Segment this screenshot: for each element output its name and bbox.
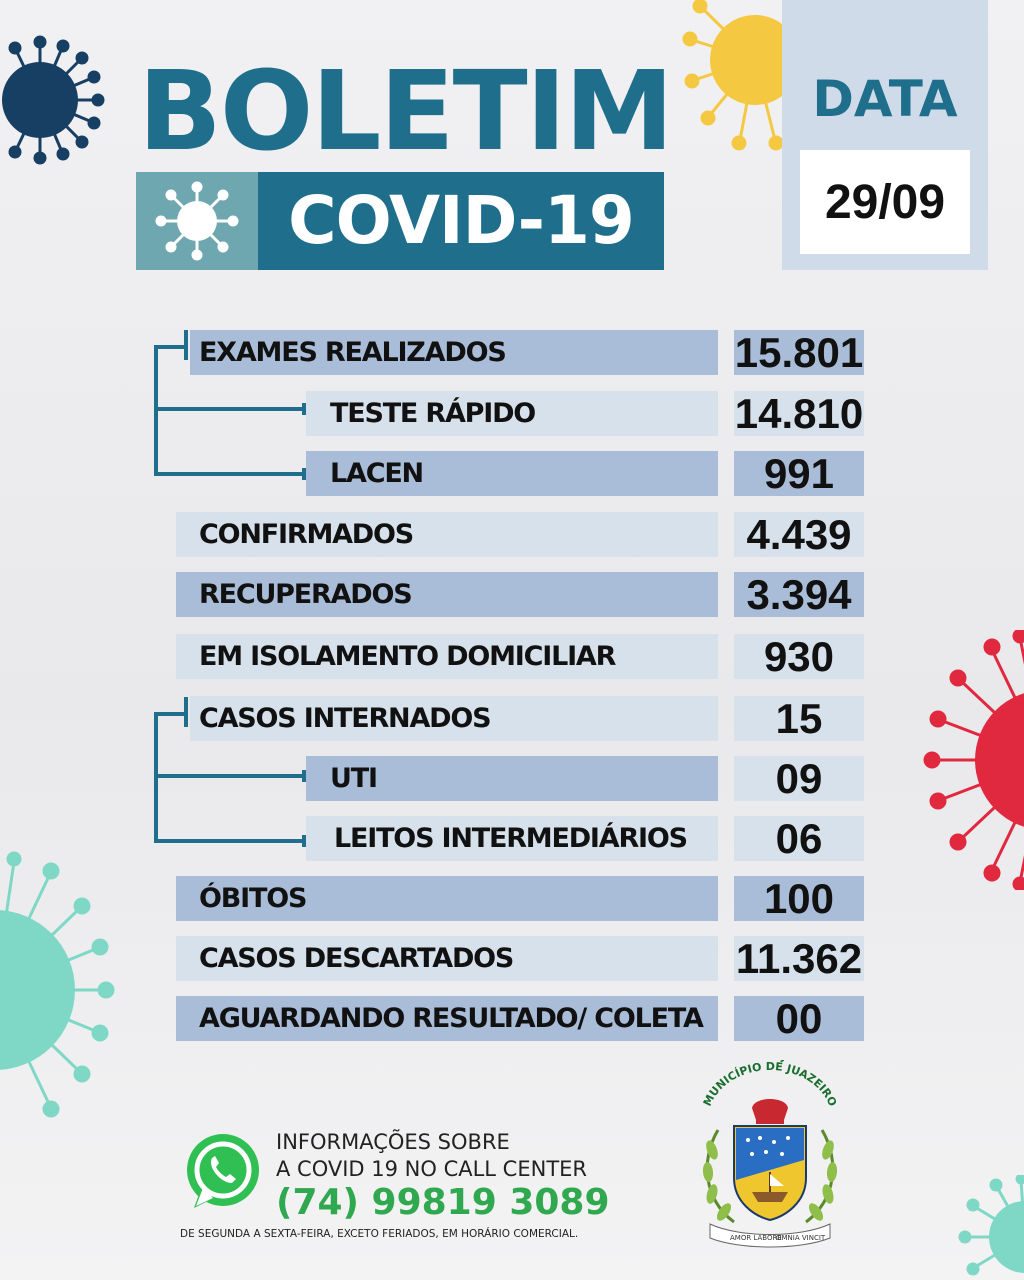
- call-center-phone[interactable]: (74) 99819 3089: [276, 1182, 610, 1223]
- row-label-text: CASOS INTERNADOS: [199, 703, 492, 734]
- service-hours: DE SEGUNDA A SEXTA-FEIRA, EXCETO FERIADO…: [180, 1228, 579, 1240]
- info-line-1: INFORMAÇÕES SOBRE: [276, 1130, 510, 1154]
- row-value-isolamento: 930: [734, 632, 864, 680]
- row-label-text: ÓBITOS: [199, 883, 307, 914]
- row-label-teste-rapido: TESTE RÁPIDO: [306, 391, 718, 436]
- row-value-text: 15: [775, 694, 823, 742]
- subtitle-banner: COVID-19: [136, 172, 664, 270]
- row-value-aguardando: 00: [734, 994, 864, 1042]
- row-label-aguardando: AGUARDANDO RESULTADO/ COLETA: [176, 996, 718, 1041]
- row-label-internados: CASOS INTERNADOS: [190, 696, 718, 741]
- row-value-leitos: 06: [734, 814, 864, 862]
- row-label-text: LEITOS INTERMEDIÁRIOS: [334, 823, 688, 854]
- virus-icon: [155, 181, 239, 261]
- row-label-text: TESTE RÁPIDO: [330, 398, 536, 429]
- row-value-text: 4.439: [746, 510, 852, 558]
- row-label-text: CASOS DESCARTADOS: [199, 943, 514, 974]
- row-value-exames: 15.801: [734, 328, 864, 376]
- bracket-branch: [154, 774, 310, 778]
- row-value-text: 14.810: [734, 389, 864, 437]
- row-value-text: 09: [775, 754, 823, 802]
- row-label-text: AGUARDANDO RESULTADO/ COLETA: [199, 1003, 704, 1034]
- row-label-text: UTI: [330, 763, 378, 794]
- row-value-obitos: 100: [734, 874, 864, 922]
- row-value-text: 15.801: [734, 328, 864, 376]
- row-label-obitos: ÓBITOS: [176, 876, 718, 921]
- bracket-tick: [184, 697, 188, 727]
- row-label-exames: EXAMES REALIZADOS: [190, 330, 718, 375]
- row-value-text: 06: [775, 814, 823, 862]
- info-line-2: A COVID 19 NO CALL CENTER: [276, 1157, 588, 1181]
- row-label-lacen: LACEN: [306, 451, 718, 496]
- crest-motto-left: AMOR LABORE: [730, 1234, 782, 1242]
- date-box: 29/09: [800, 150, 970, 254]
- virus-mint-small-decoration: [958, 1175, 1024, 1276]
- row-value-internados: 15: [734, 694, 864, 742]
- row-label-text: EXAMES REALIZADOS: [199, 337, 507, 368]
- row-value-text: 3.394: [746, 570, 852, 618]
- bracket-stub: [154, 345, 188, 349]
- row-value-text: 100: [763, 874, 835, 922]
- row-label-confirmados: CONFIRMADOS: [176, 512, 718, 557]
- row-value-lacen: 991: [734, 449, 864, 497]
- bracket-branch: [154, 472, 310, 476]
- row-value-text: 11.362: [735, 934, 863, 982]
- bracket-stub: [154, 712, 188, 716]
- date-label: DATA: [812, 70, 958, 128]
- virus-yellow-decoration: [682, 0, 790, 151]
- row-value-confirmados: 4.439: [734, 510, 864, 558]
- row-value-recuperados: 3.394: [734, 570, 864, 618]
- page-title: BOLETIM: [138, 47, 674, 175]
- bracket-tick: [184, 330, 188, 360]
- row-label-uti: UTI: [306, 756, 718, 801]
- row-value-teste-rapido: 14.810: [734, 389, 864, 437]
- row-label-text: EM ISOLAMENTO DOMICILIAR: [199, 641, 616, 672]
- bracket-branch: [154, 407, 310, 411]
- virus-red-decoration: [923, 630, 1024, 890]
- virus-mint-decoration: [0, 851, 115, 1118]
- row-label-text: CONFIRMADOS: [199, 519, 414, 550]
- row-value-uti: 09: [734, 754, 864, 802]
- virus-icon-box: [136, 172, 258, 270]
- whatsapp-icon: [187, 1134, 259, 1208]
- crest-top-text: MUNICÍPIO DE JUAZEIRO: [690, 1060, 840, 1063]
- row-label-leitos: LEITOS INTERMEDIÁRIOS: [306, 816, 718, 861]
- row-value-descartados: 11.362: [734, 934, 864, 982]
- row-label-text: RECUPERADOS: [199, 579, 413, 610]
- bracket-branch: [154, 839, 310, 843]
- row-value-text: 991: [763, 449, 835, 497]
- row-value-text: 00: [775, 994, 823, 1042]
- subtitle-text: COVID-19: [288, 182, 635, 259]
- row-value-text: 930: [763, 632, 835, 680]
- date-value: 29/09: [824, 175, 946, 229]
- row-label-descartados: CASOS DESCARTADOS: [176, 936, 718, 981]
- row-label-text: LACEN: [330, 458, 424, 489]
- row-label-isolamento: EM ISOLAMENTO DOMICILIAR: [176, 634, 718, 679]
- crest-motto-right: OMNIA VINCIT: [776, 1234, 826, 1242]
- virus-navy-decoration: [2, 35, 105, 165]
- row-label-recuperados: RECUPERADOS: [176, 572, 718, 617]
- crest-icon: MUNICÍPIO DE JUAZEIRO MUNICÍPIO DE JUAZE…: [690, 1060, 840, 1248]
